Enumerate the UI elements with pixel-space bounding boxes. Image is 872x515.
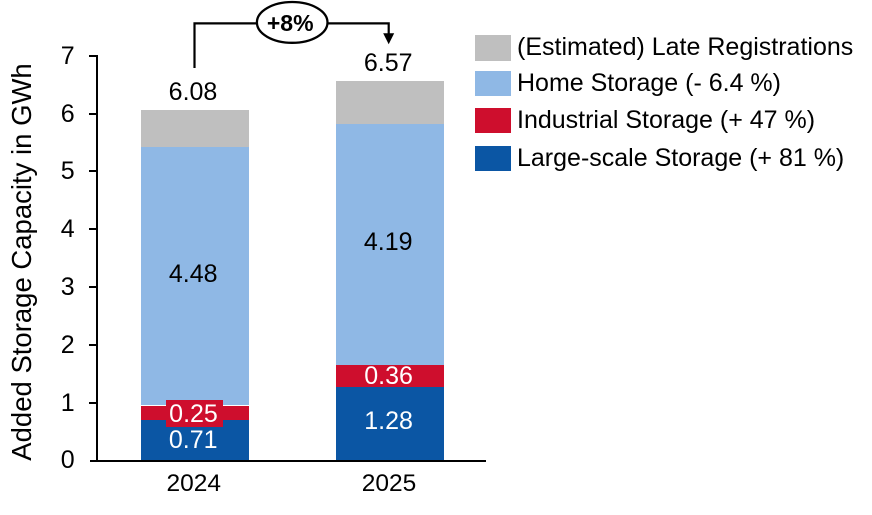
svg-text:+8%: +8% <box>267 10 314 36</box>
